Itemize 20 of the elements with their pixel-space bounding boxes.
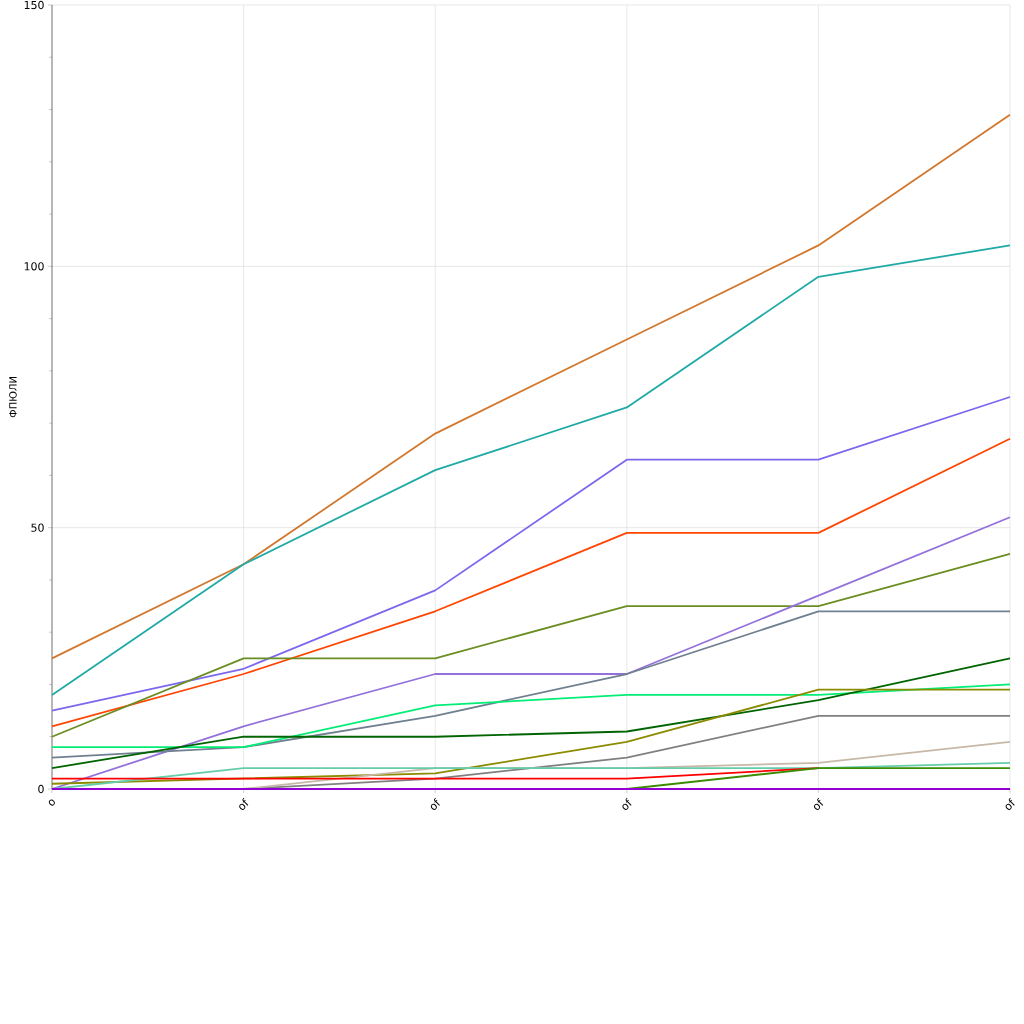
line-series (51, 396, 1011, 712)
x-tick-label: of (1005, 797, 1015, 810)
y-tick-label: 100 (24, 262, 44, 271)
line-series (51, 437, 1011, 728)
x-tick-label: of (430, 797, 440, 810)
x-tick-label: of (814, 797, 824, 810)
line-series (51, 113, 1011, 660)
line-series (51, 244, 1011, 696)
x-tick-label: of (622, 797, 632, 810)
y-axis-title: ФПЮЛИ (9, 377, 17, 418)
x-tick-label: of (239, 797, 249, 810)
x-tick-label: o (48, 799, 55, 806)
line-series (51, 516, 1011, 790)
y-tick-label: 50 (31, 523, 44, 532)
line-series (51, 610, 1011, 759)
y-tick-label: 150 (24, 0, 44, 10)
line-series (51, 683, 1011, 749)
line-series (51, 552, 1011, 738)
y-tick-label: 0 (38, 784, 44, 794)
line-series (51, 657, 1011, 769)
